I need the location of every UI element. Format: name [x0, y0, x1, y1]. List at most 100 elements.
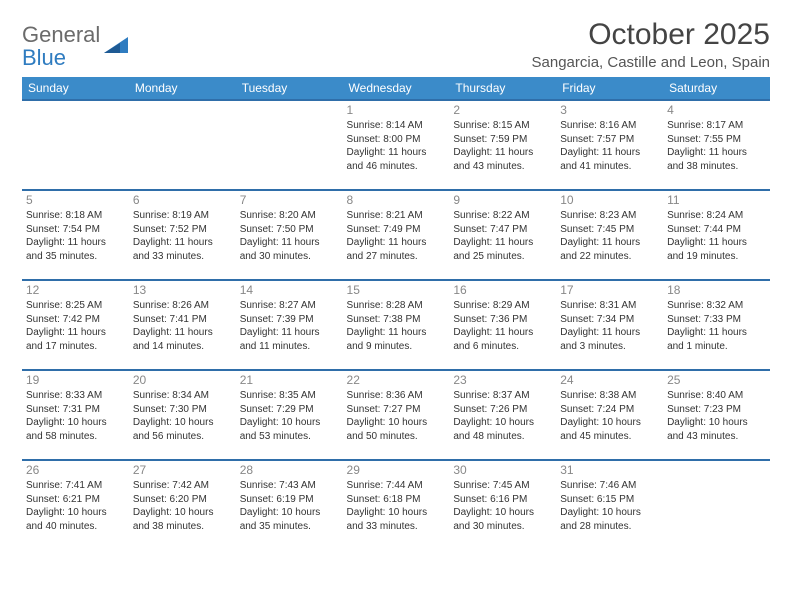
calendar-cell: 15 Sunrise: 8:28 AMSunset: 7:38 PMDayligh… [343, 280, 450, 370]
day-number: 5 [26, 193, 125, 207]
calendar-cell: 17 Sunrise: 8:31 AMSunset: 7:34 PMDayligh… [556, 280, 663, 370]
day-info: Sunrise: 8:21 AMSunset: 7:49 PMDaylight:… [347, 209, 446, 263]
triangle-icon [104, 35, 130, 60]
day-info: Sunrise: 8:26 AMSunset: 7:41 PMDaylight:… [133, 299, 232, 353]
day-info: Sunrise: 8:19 AMSunset: 7:52 PMDaylight:… [133, 209, 232, 263]
calendar-cell: 14Sunrise: 8:27 AMSunset: 7:39 PMDayligh… [236, 280, 343, 370]
logo-text-2: Blue [22, 45, 66, 70]
day-info: Sunrise: 8:22 AMSunset: 7:47 PMDaylight:… [453, 209, 552, 263]
day-header: Tuesday [236, 77, 343, 100]
day-info: Sunrise: 7:41 AMSunset: 6:21 PMDaylight:… [26, 479, 125, 533]
calendar-cell: 22Sunrise: 8:36 AMSunset: 7:27 PMDayligh… [343, 370, 450, 460]
day-info: Sunrise: 8:33 AMSunset: 7:31 PMDaylight:… [26, 389, 125, 443]
day-info: Sunrise: 8:32 AMSunset: 7:33 PMDaylight:… [667, 299, 766, 353]
day-header-row: SundayMondayTuesdayWednesdayThursdayFrid… [22, 77, 770, 100]
day-number: 23 [453, 373, 552, 387]
calendar-cell [663, 460, 770, 550]
calendar-cell: 6 Sunrise: 8:19 AMSunset: 7:52 PMDaylight… [129, 190, 236, 280]
calendar-cell: 28 Sunrise: 7:43 AMSunset: 6:19 PMDayligh… [236, 460, 343, 550]
day-header: Wednesday [343, 77, 450, 100]
calendar-body: 1 Sunrise: 8:14 AMSunset: 8:00 PMDaylight… [22, 100, 770, 550]
calendar-row: 1 Sunrise: 8:14 AMSunset: 8:00 PMDaylight… [22, 100, 770, 190]
calendar-cell: 27 Sunrise: 7:42 AMSunset: 6:20 PMDayligh… [129, 460, 236, 550]
day-info: Sunrise: 8:40 AMSunset: 7:23 PMDaylight:… [667, 389, 766, 443]
day-number: 26 [26, 463, 125, 477]
day-header: Sunday [22, 77, 129, 100]
day-info: Sunrise: 8:38 AMSunset: 7:24 PMDaylight:… [560, 389, 659, 443]
calendar-row: 19 Sunrise: 8:33 AMSunset: 7:31 PMDayligh… [22, 370, 770, 460]
day-number: 17 [560, 283, 659, 297]
logo: General Blue [22, 18, 130, 70]
day-number: 14 [240, 283, 339, 297]
day-info: Sunrise: 7:43 AMSunset: 6:19 PMDaylight:… [240, 479, 339, 533]
day-number: 19 [26, 373, 125, 387]
day-number: 11 [667, 193, 766, 207]
day-info: Sunrise: 8:23 AMSunset: 7:45 PMDaylight:… [560, 209, 659, 263]
day-number: 27 [133, 463, 232, 477]
day-number: 31 [560, 463, 659, 477]
day-number: 6 [133, 193, 232, 207]
calendar-cell: 16 Sunrise: 8:29 AMSunset: 7:36 PMDayligh… [449, 280, 556, 370]
calendar-row: 5Sunrise: 8:18 AMSunset: 7:54 PMDaylight… [22, 190, 770, 280]
calendar-cell: 11 Sunrise: 8:24 AMSunset: 7:44 PMDayligh… [663, 190, 770, 280]
day-info: Sunrise: 8:31 AMSunset: 7:34 PMDaylight:… [560, 299, 659, 353]
calendar-cell: 7 Sunrise: 8:20 AMSunset: 7:50 PMDaylight… [236, 190, 343, 280]
calendar-cell [236, 100, 343, 190]
calendar-cell: 25Sunrise: 8:40 AMSunset: 7:23 PMDayligh… [663, 370, 770, 460]
day-info: Sunrise: 7:44 AMSunset: 6:18 PMDaylight:… [347, 479, 446, 533]
day-info: Sunrise: 7:46 AMSunset: 6:15 PMDaylight:… [560, 479, 659, 533]
day-number: 1 [347, 103, 446, 117]
calendar-cell: 13 Sunrise: 8:26 AMSunset: 7:41 PMDayligh… [129, 280, 236, 370]
calendar-cell: 30 Sunrise: 7:45 AMSunset: 6:16 PMDayligh… [449, 460, 556, 550]
day-info: Sunrise: 8:14 AMSunset: 8:00 PMDaylight:… [347, 119, 446, 173]
calendar-cell: 24 Sunrise: 8:38 AMSunset: 7:24 PMDayligh… [556, 370, 663, 460]
calendar-cell [22, 100, 129, 190]
calendar-cell: 4 Sunrise: 8:17 AMSunset: 7:55 PMDaylight… [663, 100, 770, 190]
calendar-cell: 18 Sunrise: 8:32 AMSunset: 7:33 PMDayligh… [663, 280, 770, 370]
day-info: Sunrise: 8:35 AMSunset: 7:29 PMDaylight:… [240, 389, 339, 443]
day-number: 9 [453, 193, 552, 207]
calendar-cell: 5Sunrise: 8:18 AMSunset: 7:54 PMDaylight… [22, 190, 129, 280]
day-number: 29 [347, 463, 446, 477]
day-info: Sunrise: 8:17 AMSunset: 7:55 PMDaylight:… [667, 119, 766, 173]
calendar-cell: 12Sunrise: 8:25 AMSunset: 7:42 PMDayligh… [22, 280, 129, 370]
day-number: 28 [240, 463, 339, 477]
calendar-cell: 10 Sunrise: 8:23 AMSunset: 7:45 PMDayligh… [556, 190, 663, 280]
calendar-cell [129, 100, 236, 190]
calendar-cell: 29 Sunrise: 7:44 AMSunset: 6:18 PMDayligh… [343, 460, 450, 550]
day-number: 8 [347, 193, 446, 207]
header: General Blue October 2025 Sangarcia, Cas… [22, 18, 770, 71]
day-number: 30 [453, 463, 552, 477]
day-number: 7 [240, 193, 339, 207]
day-info: Sunrise: 8:24 AMSunset: 7:44 PMDaylight:… [667, 209, 766, 263]
day-number: 4 [667, 103, 766, 117]
calendar-cell: 1 Sunrise: 8:14 AMSunset: 8:00 PMDaylight… [343, 100, 450, 190]
day-number: 18 [667, 283, 766, 297]
day-number: 10 [560, 193, 659, 207]
day-info: Sunrise: 7:45 AMSunset: 6:16 PMDaylight:… [453, 479, 552, 533]
day-number: 3 [560, 103, 659, 117]
day-header: Monday [129, 77, 236, 100]
day-number: 16 [453, 283, 552, 297]
day-info: Sunrise: 8:16 AMSunset: 7:57 PMDaylight:… [560, 119, 659, 173]
day-info: Sunrise: 8:20 AMSunset: 7:50 PMDaylight:… [240, 209, 339, 263]
day-info: Sunrise: 8:37 AMSunset: 7:26 PMDaylight:… [453, 389, 552, 443]
calendar-cell: 2Sunrise: 8:15 AMSunset: 7:59 PMDaylight… [449, 100, 556, 190]
location: Sangarcia, Castille and Leon, Spain [532, 54, 771, 71]
calendar-row: 26 Sunrise: 7:41 AMSunset: 6:21 PMDayligh… [22, 460, 770, 550]
calendar-cell: 19 Sunrise: 8:33 AMSunset: 7:31 PMDayligh… [22, 370, 129, 460]
day-number: 24 [560, 373, 659, 387]
day-number: 12 [26, 283, 125, 297]
calendar-cell: 20Sunrise: 8:34 AMSunset: 7:30 PMDayligh… [129, 370, 236, 460]
day-number: 13 [133, 283, 232, 297]
logo-text-1: General [22, 22, 100, 47]
day-number: 15 [347, 283, 446, 297]
day-header: Thursday [449, 77, 556, 100]
day-info: Sunrise: 7:42 AMSunset: 6:20 PMDaylight:… [133, 479, 232, 533]
calendar-cell: 8 Sunrise: 8:21 AMSunset: 7:49 PMDaylight… [343, 190, 450, 280]
day-header: Friday [556, 77, 663, 100]
calendar-table: SundayMondayTuesdayWednesdayThursdayFrid… [22, 77, 770, 550]
day-info: Sunrise: 8:29 AMSunset: 7:36 PMDaylight:… [453, 299, 552, 353]
day-number: 20 [133, 373, 232, 387]
day-info: Sunrise: 8:28 AMSunset: 7:38 PMDaylight:… [347, 299, 446, 353]
